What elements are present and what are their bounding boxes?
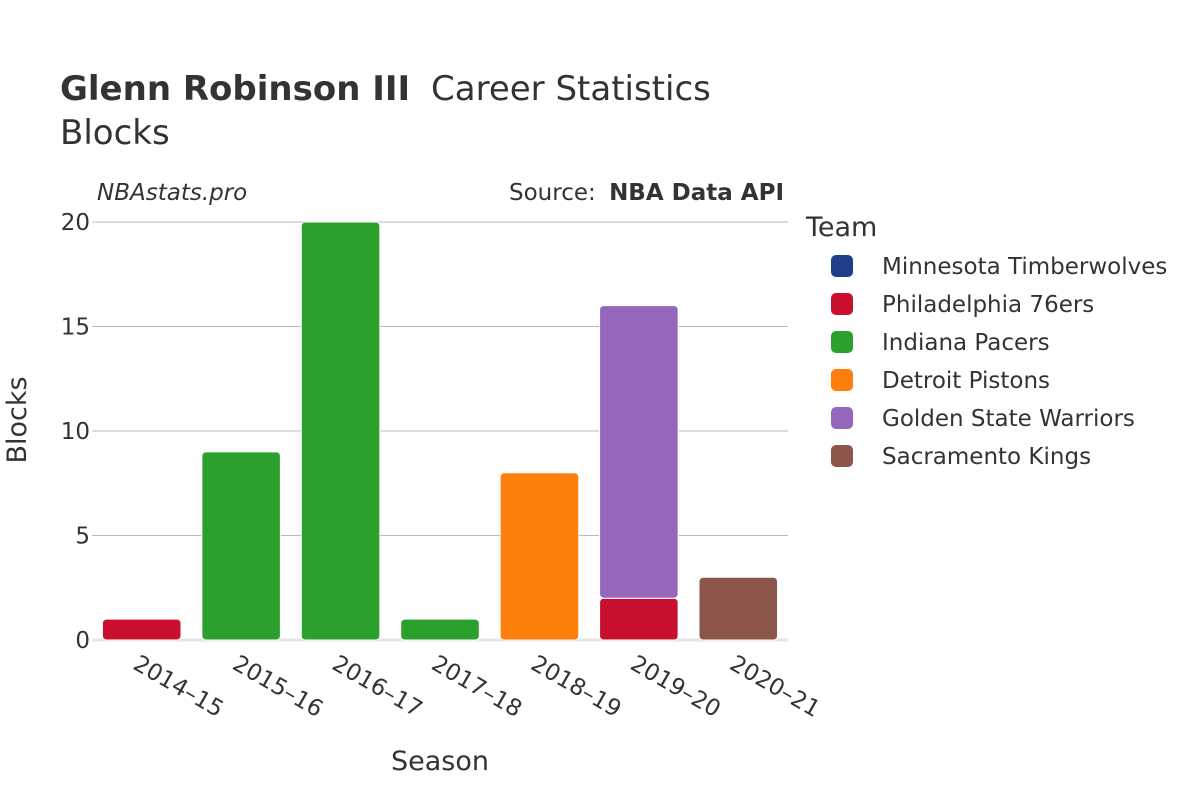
legend-swatch [831, 331, 853, 353]
legend-label: Minnesota Timberwolves [882, 254, 1167, 280]
bar-2019–20-golden-state-warriors [599, 305, 679, 599]
legend-label: Sacramento Kings [882, 444, 1091, 470]
bar-2016–17-indiana-pacers [300, 221, 381, 641]
x-tick-label: 2016–17 [328, 651, 427, 723]
x-tick-label: 2018–19 [526, 651, 625, 723]
title-player: Glenn Robinson III [60, 69, 410, 109]
x-tick-label: 2020–21 [725, 651, 824, 723]
y-axis-title: Blocks [2, 376, 33, 463]
source-name: NBA Data API [609, 180, 784, 206]
bar-2014–15-philadelphia-76ers [101, 618, 182, 641]
bar-2017–18-indiana-pacers [400, 618, 480, 641]
y-axis-ticks: 0 5 10 15 20 [61, 210, 90, 654]
legend-label: Detroit Pistons [882, 368, 1050, 394]
y-tick-label: 20 [61, 210, 90, 236]
bar-2020–21-sacramento-kings [698, 576, 779, 641]
x-tick-label: 2017–18 [427, 651, 526, 723]
bar-2018–19-detroit-pistons [499, 472, 580, 641]
legend-swatch [831, 255, 853, 277]
bar-2019–20-philadelphia-76ers [599, 597, 679, 641]
title-suffix: Career Statistics [431, 69, 711, 109]
legend-label: Indiana Pacers [882, 330, 1050, 356]
legend: Minnesota Timberwolves Philadelphia 76ers… [831, 254, 1167, 470]
source-credit: Source: NBA Data API [509, 180, 784, 206]
legend-label: Golden State Warriors [882, 406, 1135, 432]
legend-swatch [831, 445, 853, 467]
legend-label: Philadelphia 76ers [882, 292, 1094, 318]
y-tick-label: 15 [61, 315, 90, 341]
x-tick-label: 2014–15 [129, 651, 228, 723]
watermark: NBAstats.pro [97, 180, 247, 206]
gridlines [92, 221, 788, 642]
source-prefix: Source: [509, 180, 596, 206]
chart-subtitle: Blocks [60, 113, 170, 153]
y-tick-label: 5 [75, 524, 90, 550]
x-tick-label: 2015–16 [228, 651, 327, 723]
legend-swatch [831, 407, 853, 429]
bar-2015–16-indiana-pacers [201, 451, 281, 641]
x-axis-ticks: 2014–15 2015–16 2016–17 2017–18 2018–19 2019–… [129, 651, 825, 723]
y-tick-label: 10 [61, 419, 90, 445]
x-axis-title: Season [391, 746, 489, 777]
legend-title: Team [805, 212, 877, 243]
bars [101, 221, 779, 641]
legend-swatch [831, 369, 853, 391]
chart-title: Glenn Robinson III Career Statistics [60, 69, 711, 109]
x-tick-label: 2019–20 [626, 651, 725, 723]
y-tick-label: 0 [75, 628, 90, 654]
legend-swatch [831, 293, 853, 315]
